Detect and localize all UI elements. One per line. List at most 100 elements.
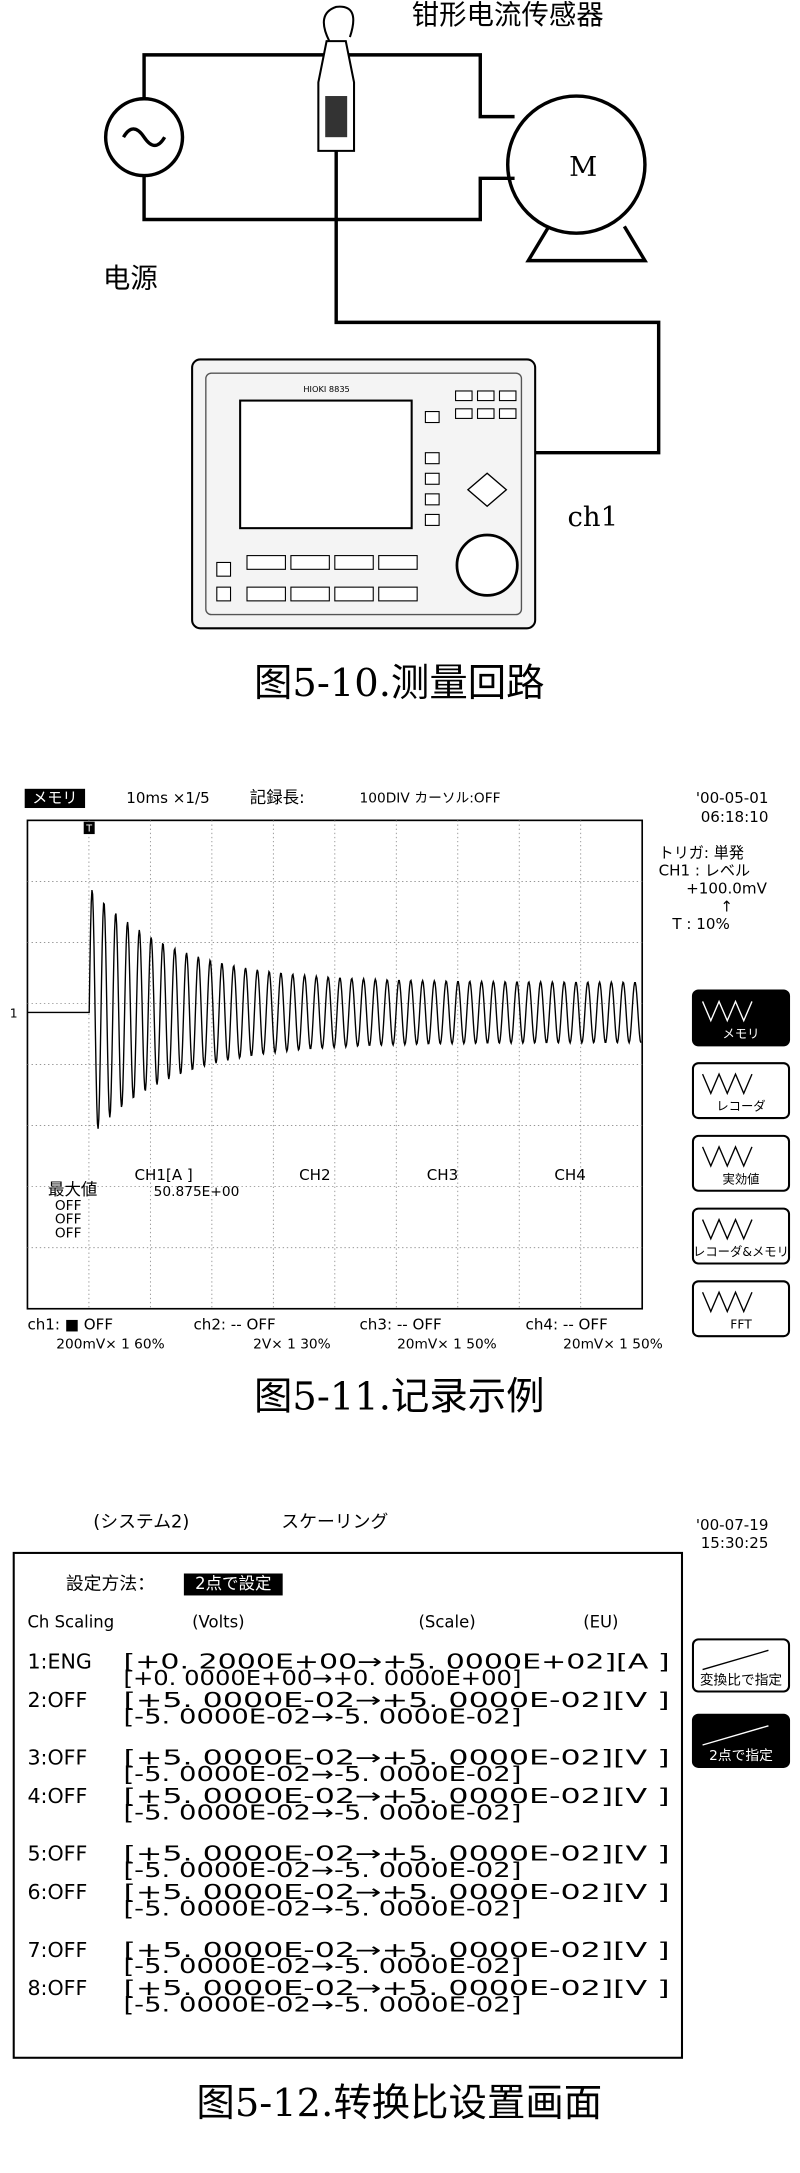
scaling-line: [-5. 0000E-02→-5. 0000E-02] (123, 1897, 521, 1921)
off-value: OFF (55, 1198, 82, 1214)
button-icon (702, 1725, 769, 1746)
trigger-marker: T (85, 824, 92, 835)
cursor: カーソル:OFF (414, 790, 500, 806)
caption: 图5-10.测量回路 (254, 661, 545, 706)
jog-dial (455, 533, 519, 597)
signal-wire (334, 150, 661, 455)
trigger-setting: ↑ (720, 897, 733, 915)
motor-label: M (569, 152, 597, 183)
channel: 6:OFF (27, 1880, 87, 1904)
power-label: 电源 (103, 263, 158, 294)
recorder-screen (239, 399, 413, 530)
button-icon (701, 1290, 753, 1314)
scaling-line: [+5. 0000E-02→+5. 0000E-02][V ] (123, 1938, 669, 1962)
time: 15:30:25 (701, 1534, 769, 1552)
sensor-label: 钳形电流传感器 (412, 0, 604, 31)
measure-channel: CH3 (427, 1166, 458, 1184)
mode: メモリ (32, 789, 77, 807)
screen-title: スケーリング (281, 1512, 388, 1533)
cursor-keys (466, 472, 508, 508)
channel: 2:OFF (27, 1688, 87, 1712)
time: 06:18:10 (701, 808, 769, 826)
clamp-display (325, 96, 348, 138)
side-button-label: 変換比で指定 (700, 1672, 783, 1689)
measure-label: 最大値 (48, 1180, 97, 1199)
side-button-label: FFT (730, 1318, 752, 1332)
channel-info: ch1: ■ OFF 200mV× 1 60% ch2: -- OFF 2V× 1 3… (27, 1316, 662, 1353)
channel-name: ch3: -- OFF (360, 1316, 442, 1334)
waveform (27, 889, 642, 1129)
date: '00-07-19 (696, 1516, 769, 1534)
method-label: 設定方法： (66, 1573, 155, 1594)
button-icon (701, 1217, 753, 1241)
channel: 7:OFF (27, 1938, 87, 1962)
scaling-display: (システム2) スケーリング '00-07-19 15:30:25 設定方法： … (12, 1512, 791, 2059)
header: (EU) (583, 1612, 618, 1631)
channel: 5:OFF (27, 1842, 87, 1866)
mode-badge (24, 788, 86, 809)
scaling-line: [-5. 0000E-02→-5. 0000E-02] (123, 1762, 521, 1786)
motor-base (525, 225, 648, 263)
scaling-line: [+5. 0000E-02→+5. 0000E-02][V ] (123, 1784, 669, 1808)
method: 2点で設定 (195, 1574, 271, 1593)
header: (Scale) (419, 1612, 476, 1631)
measure-channel: CH1[A ] (134, 1166, 192, 1184)
side-button (691, 1062, 791, 1120)
sine-symbol (122, 127, 167, 148)
scaling-line: [+5. 0000E-02→+5. 0000E-02][V ] (123, 1842, 669, 1866)
channel: 4:OFF (27, 1784, 87, 1808)
recorder-display: メモリ 10ms ×1/5 記録長: 100DIV カーソル:OFF '00-0… (10, 788, 791, 1353)
caption: 图5-11.记录示例 (254, 1374, 545, 1419)
off-value: OFF (55, 1225, 82, 1241)
channel-name: ch4: -- OFF (526, 1316, 608, 1334)
circuit: HIOKI 8835 钳形电流传感器 电源 M ch1 (103, 0, 661, 630)
trigger-setting: CH1 : レベル (659, 862, 750, 880)
header: Ch Scaling (27, 1612, 114, 1631)
off-value: OFF (55, 1212, 82, 1228)
channel-range: 200mV× 1 60% (56, 1336, 164, 1352)
channel-range: 20mV× 1 50% (563, 1336, 663, 1352)
scaling-line: [-5. 0000E-02→-5. 0000E-02] (123, 1801, 521, 1825)
trigger-setting: T : 10% (671, 915, 729, 933)
side-button (691, 1280, 791, 1338)
channel-range: 2V× 1 30% (253, 1336, 331, 1352)
button-icon (701, 1072, 753, 1096)
screen-frame (12, 1551, 684, 2059)
measure-channel: CH4 (554, 1166, 585, 1184)
channel-name: ch1: ■ OFF (27, 1316, 113, 1334)
measure-channel: CH2 (299, 1166, 330, 1184)
scaling-line: [+0. 2000E+00→+5. 0000E+02][A ] (123, 1650, 669, 1674)
side-button (691, 1713, 791, 1768)
ch1-value: 50.875E+00 (154, 1184, 240, 1200)
side-button (691, 1134, 791, 1192)
scaling-rows: 1:ENG [+0. 2000E+00→+5. 0000E+02][A ][+0.… (27, 1650, 669, 2017)
method-badge (183, 1573, 283, 1596)
button-icon (701, 999, 753, 1023)
date: '00-05-01 (696, 789, 769, 807)
level-marker: 1 (10, 1006, 18, 1020)
trigger-setting: トリガ: 単発 (659, 844, 744, 862)
trigger-setting: +100.0mV (686, 879, 767, 897)
scaling-line: [+5. 0000E-02→+5. 0000E-02][V ] (123, 1880, 669, 1904)
scaling-line: [-5. 0000E-02→-5. 0000E-02] (123, 1954, 521, 1978)
scaling-line: [+0. 0000E+00→+0. 0000E+00] (123, 1666, 521, 1690)
side-button-label: 2点で指定 (709, 1748, 773, 1764)
button-icon (701, 1145, 753, 1168)
scaling-line: [+5. 0000E-02→+5. 0000E-02][V ] (123, 1746, 669, 1770)
record-length: 100DIV (360, 790, 411, 806)
side-button-label: メモリ (722, 1027, 759, 1041)
tab: (システム2) (93, 1512, 189, 1533)
side-button-label: 実効値 (722, 1171, 759, 1186)
caption: 图5-12.转换比设置画面 (196, 2081, 602, 2126)
recorder-keys (216, 390, 517, 602)
scaling-line: [-5. 0000E-02→-5. 0000E-02] (123, 1705, 521, 1729)
wires (142, 53, 515, 222)
scaling-line: [+5. 0000E-02→+5. 0000E-02][V ] (123, 1976, 669, 2000)
side-button-label: レコーダ (716, 1099, 765, 1114)
scaling-line: [-5. 0000E-02→-5. 0000E-02] (123, 1858, 521, 1882)
record-length-label: 記録長: (250, 788, 305, 807)
